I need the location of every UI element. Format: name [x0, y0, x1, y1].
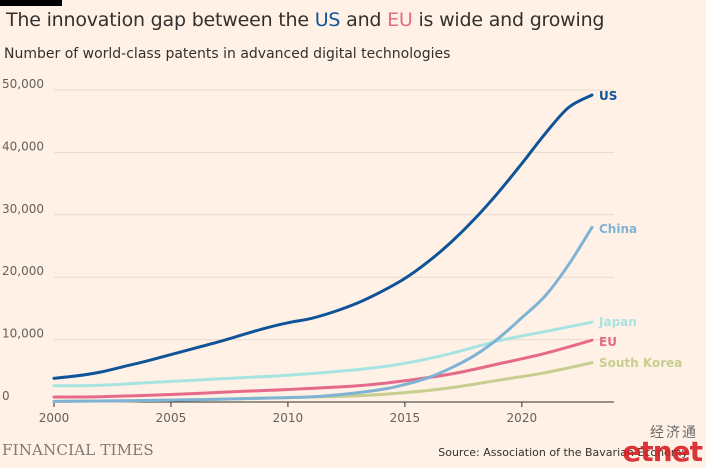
series-label-china: China [599, 222, 637, 236]
x-tick-label: 2015 [390, 411, 421, 425]
series-label-us: US [599, 89, 617, 103]
series-label-layer: US China Japan EU South Korea [598, 89, 682, 370]
source-note: Source: Association of the Bavarian Econ… [438, 446, 688, 459]
x-tick-label: 2010 [273, 411, 304, 425]
y-tick-label: 20,000 [2, 264, 44, 278]
grid-layer: 0 10,000 20,000 30,000 40,000 50,000 2000 2005 2… [2, 77, 614, 425]
series-line-japan [52, 320, 594, 388]
series-label-south-korea: South Korea [599, 356, 682, 370]
chart-subtitle: Number of world-class patents in advance… [4, 46, 451, 62]
ft-top-bar [0, 0, 62, 6]
x-tick-label: 2020 [507, 411, 538, 425]
series-line-china [52, 225, 594, 403]
y-tick-label: 0 [2, 389, 10, 403]
series-layer [52, 93, 594, 403]
series-line-eu [52, 338, 594, 399]
series-label-japan: Japan [598, 315, 637, 329]
x-tick-label: 2000 [39, 411, 70, 425]
x-tick-label: 2005 [156, 411, 187, 425]
chart-title: The innovation gap between the US and EU… [6, 9, 605, 31]
y-tick-label: 50,000 [2, 77, 44, 91]
y-tick-label: 40,000 [2, 139, 44, 153]
etnet-watermark-logo: etnet [622, 435, 703, 468]
series-label-eu: EU [599, 335, 617, 349]
y-tick-label: 30,000 [2, 202, 44, 216]
financial-times-logo: FINANCIAL TIMES [2, 441, 154, 459]
y-tick-label: 10,000 [2, 327, 44, 341]
title-us-highlight: US [314, 9, 341, 31]
series-line-us [52, 93, 594, 380]
watermark-chinese: 经济通 [650, 425, 698, 441]
title-eu-highlight: EU [387, 9, 413, 31]
